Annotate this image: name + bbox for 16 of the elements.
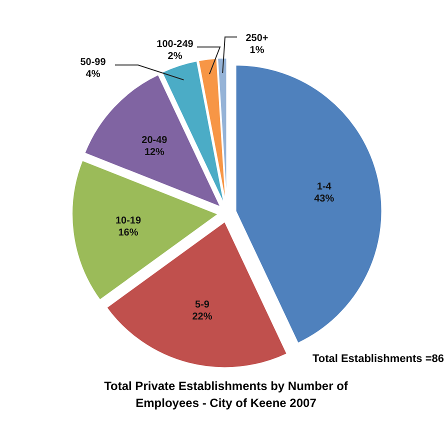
data-label: 22% (192, 311, 212, 322)
data-label: 16% (118, 227, 138, 238)
data-label: 4% (86, 69, 100, 80)
slice-label: 20-49 (142, 134, 168, 146)
data-label: 1% (250, 45, 264, 56)
slice-label: 1-4 (316, 181, 332, 192)
slice-label: 10-19 (115, 215, 142, 226)
slice-label: 5-9 (195, 299, 210, 310)
text: Total Establishments =86 (312, 353, 444, 365)
data-label: 43% (314, 193, 334, 204)
text: Total Private Establishments by Number of Employees - City of Keene 2007 (103, 378, 349, 412)
slice-label: 250+ (246, 33, 268, 44)
data-label: 2% (168, 51, 182, 62)
slice-label: 100-249 (156, 39, 194, 50)
slice-label: 50-99 (80, 57, 106, 68)
data-label: 12% (144, 146, 165, 158)
